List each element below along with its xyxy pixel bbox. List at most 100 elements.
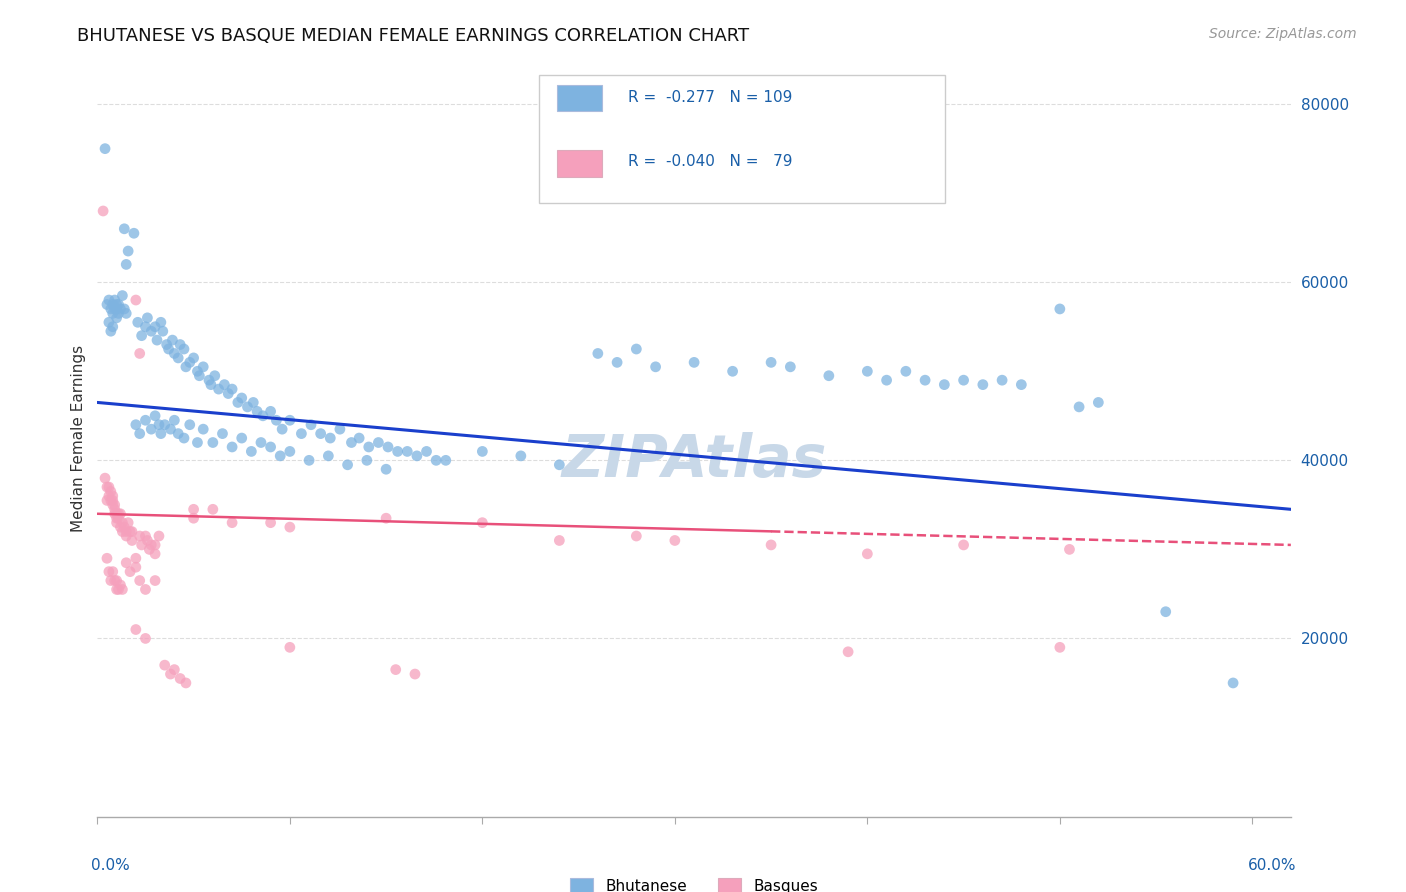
Point bbox=[259, 516, 281, 530]
Text: R =  -0.277   N = 109: R = -0.277 N = 109 bbox=[628, 90, 793, 105]
Point bbox=[173, 342, 195, 356]
Text: BHUTANESE VS BASQUE MEDIAN FEMALE EARNINGS CORRELATION CHART: BHUTANESE VS BASQUE MEDIAN FEMALE EARNIN… bbox=[77, 27, 749, 45]
Point bbox=[242, 395, 264, 409]
Point bbox=[934, 377, 956, 392]
Point bbox=[134, 632, 156, 646]
Point bbox=[548, 458, 571, 472]
Point bbox=[101, 489, 124, 503]
Point bbox=[1222, 676, 1244, 690]
Point bbox=[269, 449, 291, 463]
Point bbox=[894, 364, 917, 378]
Point bbox=[117, 516, 139, 530]
Point bbox=[97, 315, 120, 329]
Point bbox=[111, 288, 134, 302]
Point bbox=[101, 319, 124, 334]
Point bbox=[97, 565, 120, 579]
Point bbox=[111, 524, 134, 539]
Point bbox=[319, 431, 342, 445]
Point bbox=[128, 529, 150, 543]
Point bbox=[127, 315, 149, 329]
Point bbox=[856, 364, 879, 378]
Point bbox=[111, 582, 134, 597]
Point bbox=[246, 404, 269, 418]
Point bbox=[236, 400, 259, 414]
Point bbox=[163, 346, 186, 360]
Point bbox=[384, 663, 406, 677]
Point bbox=[143, 538, 166, 552]
Point bbox=[231, 431, 253, 445]
Point bbox=[179, 355, 201, 369]
Point bbox=[278, 413, 301, 427]
Point bbox=[211, 426, 233, 441]
Point bbox=[721, 364, 744, 378]
Point bbox=[94, 142, 117, 156]
Point bbox=[125, 293, 148, 307]
Point bbox=[837, 645, 859, 659]
Point bbox=[779, 359, 801, 374]
Point bbox=[101, 297, 124, 311]
Point bbox=[1049, 640, 1071, 655]
Point bbox=[104, 498, 127, 512]
Point bbox=[100, 324, 122, 338]
Point bbox=[104, 293, 127, 307]
Point bbox=[115, 306, 138, 320]
Point bbox=[972, 377, 994, 392]
Point bbox=[169, 337, 191, 351]
Point bbox=[100, 484, 122, 499]
Point bbox=[134, 582, 156, 597]
Point bbox=[131, 328, 153, 343]
Point bbox=[290, 426, 312, 441]
Point bbox=[173, 431, 195, 445]
Point bbox=[96, 551, 118, 566]
Point bbox=[217, 386, 239, 401]
Point bbox=[120, 524, 142, 539]
Point bbox=[146, 333, 169, 347]
Point bbox=[347, 431, 370, 445]
Point bbox=[143, 409, 166, 423]
Point bbox=[157, 342, 180, 356]
Point bbox=[153, 658, 176, 673]
Point bbox=[105, 310, 128, 325]
Y-axis label: Median Female Earnings: Median Female Earnings bbox=[72, 344, 86, 532]
Point bbox=[221, 440, 243, 454]
Point bbox=[167, 351, 190, 365]
Point bbox=[214, 377, 236, 392]
Point bbox=[471, 516, 494, 530]
Point bbox=[120, 565, 142, 579]
Point bbox=[278, 520, 301, 534]
Point bbox=[471, 444, 494, 458]
Point bbox=[204, 368, 226, 383]
Point bbox=[318, 449, 340, 463]
Point bbox=[876, 373, 898, 387]
Point bbox=[186, 435, 208, 450]
Point bbox=[434, 453, 457, 467]
Point bbox=[110, 520, 132, 534]
Point bbox=[626, 342, 648, 356]
Point bbox=[149, 315, 172, 329]
FancyBboxPatch shape bbox=[557, 85, 602, 112]
Point bbox=[231, 391, 253, 405]
Point bbox=[201, 502, 224, 516]
Point bbox=[125, 417, 148, 432]
Point bbox=[278, 444, 301, 458]
Point bbox=[143, 574, 166, 588]
Point bbox=[149, 426, 172, 441]
Point bbox=[121, 533, 143, 548]
Point bbox=[153, 417, 176, 432]
Point bbox=[125, 623, 148, 637]
Point bbox=[100, 493, 122, 508]
Point bbox=[174, 359, 197, 374]
Point bbox=[104, 301, 127, 316]
Point bbox=[1067, 400, 1090, 414]
Point bbox=[174, 676, 197, 690]
Point bbox=[221, 516, 243, 530]
Point bbox=[186, 364, 208, 378]
Point bbox=[509, 449, 531, 463]
Point bbox=[183, 511, 205, 525]
Point bbox=[259, 404, 281, 418]
Point bbox=[112, 221, 135, 235]
Point bbox=[101, 498, 124, 512]
Point bbox=[183, 351, 205, 365]
Point bbox=[115, 556, 138, 570]
Point bbox=[404, 667, 426, 681]
